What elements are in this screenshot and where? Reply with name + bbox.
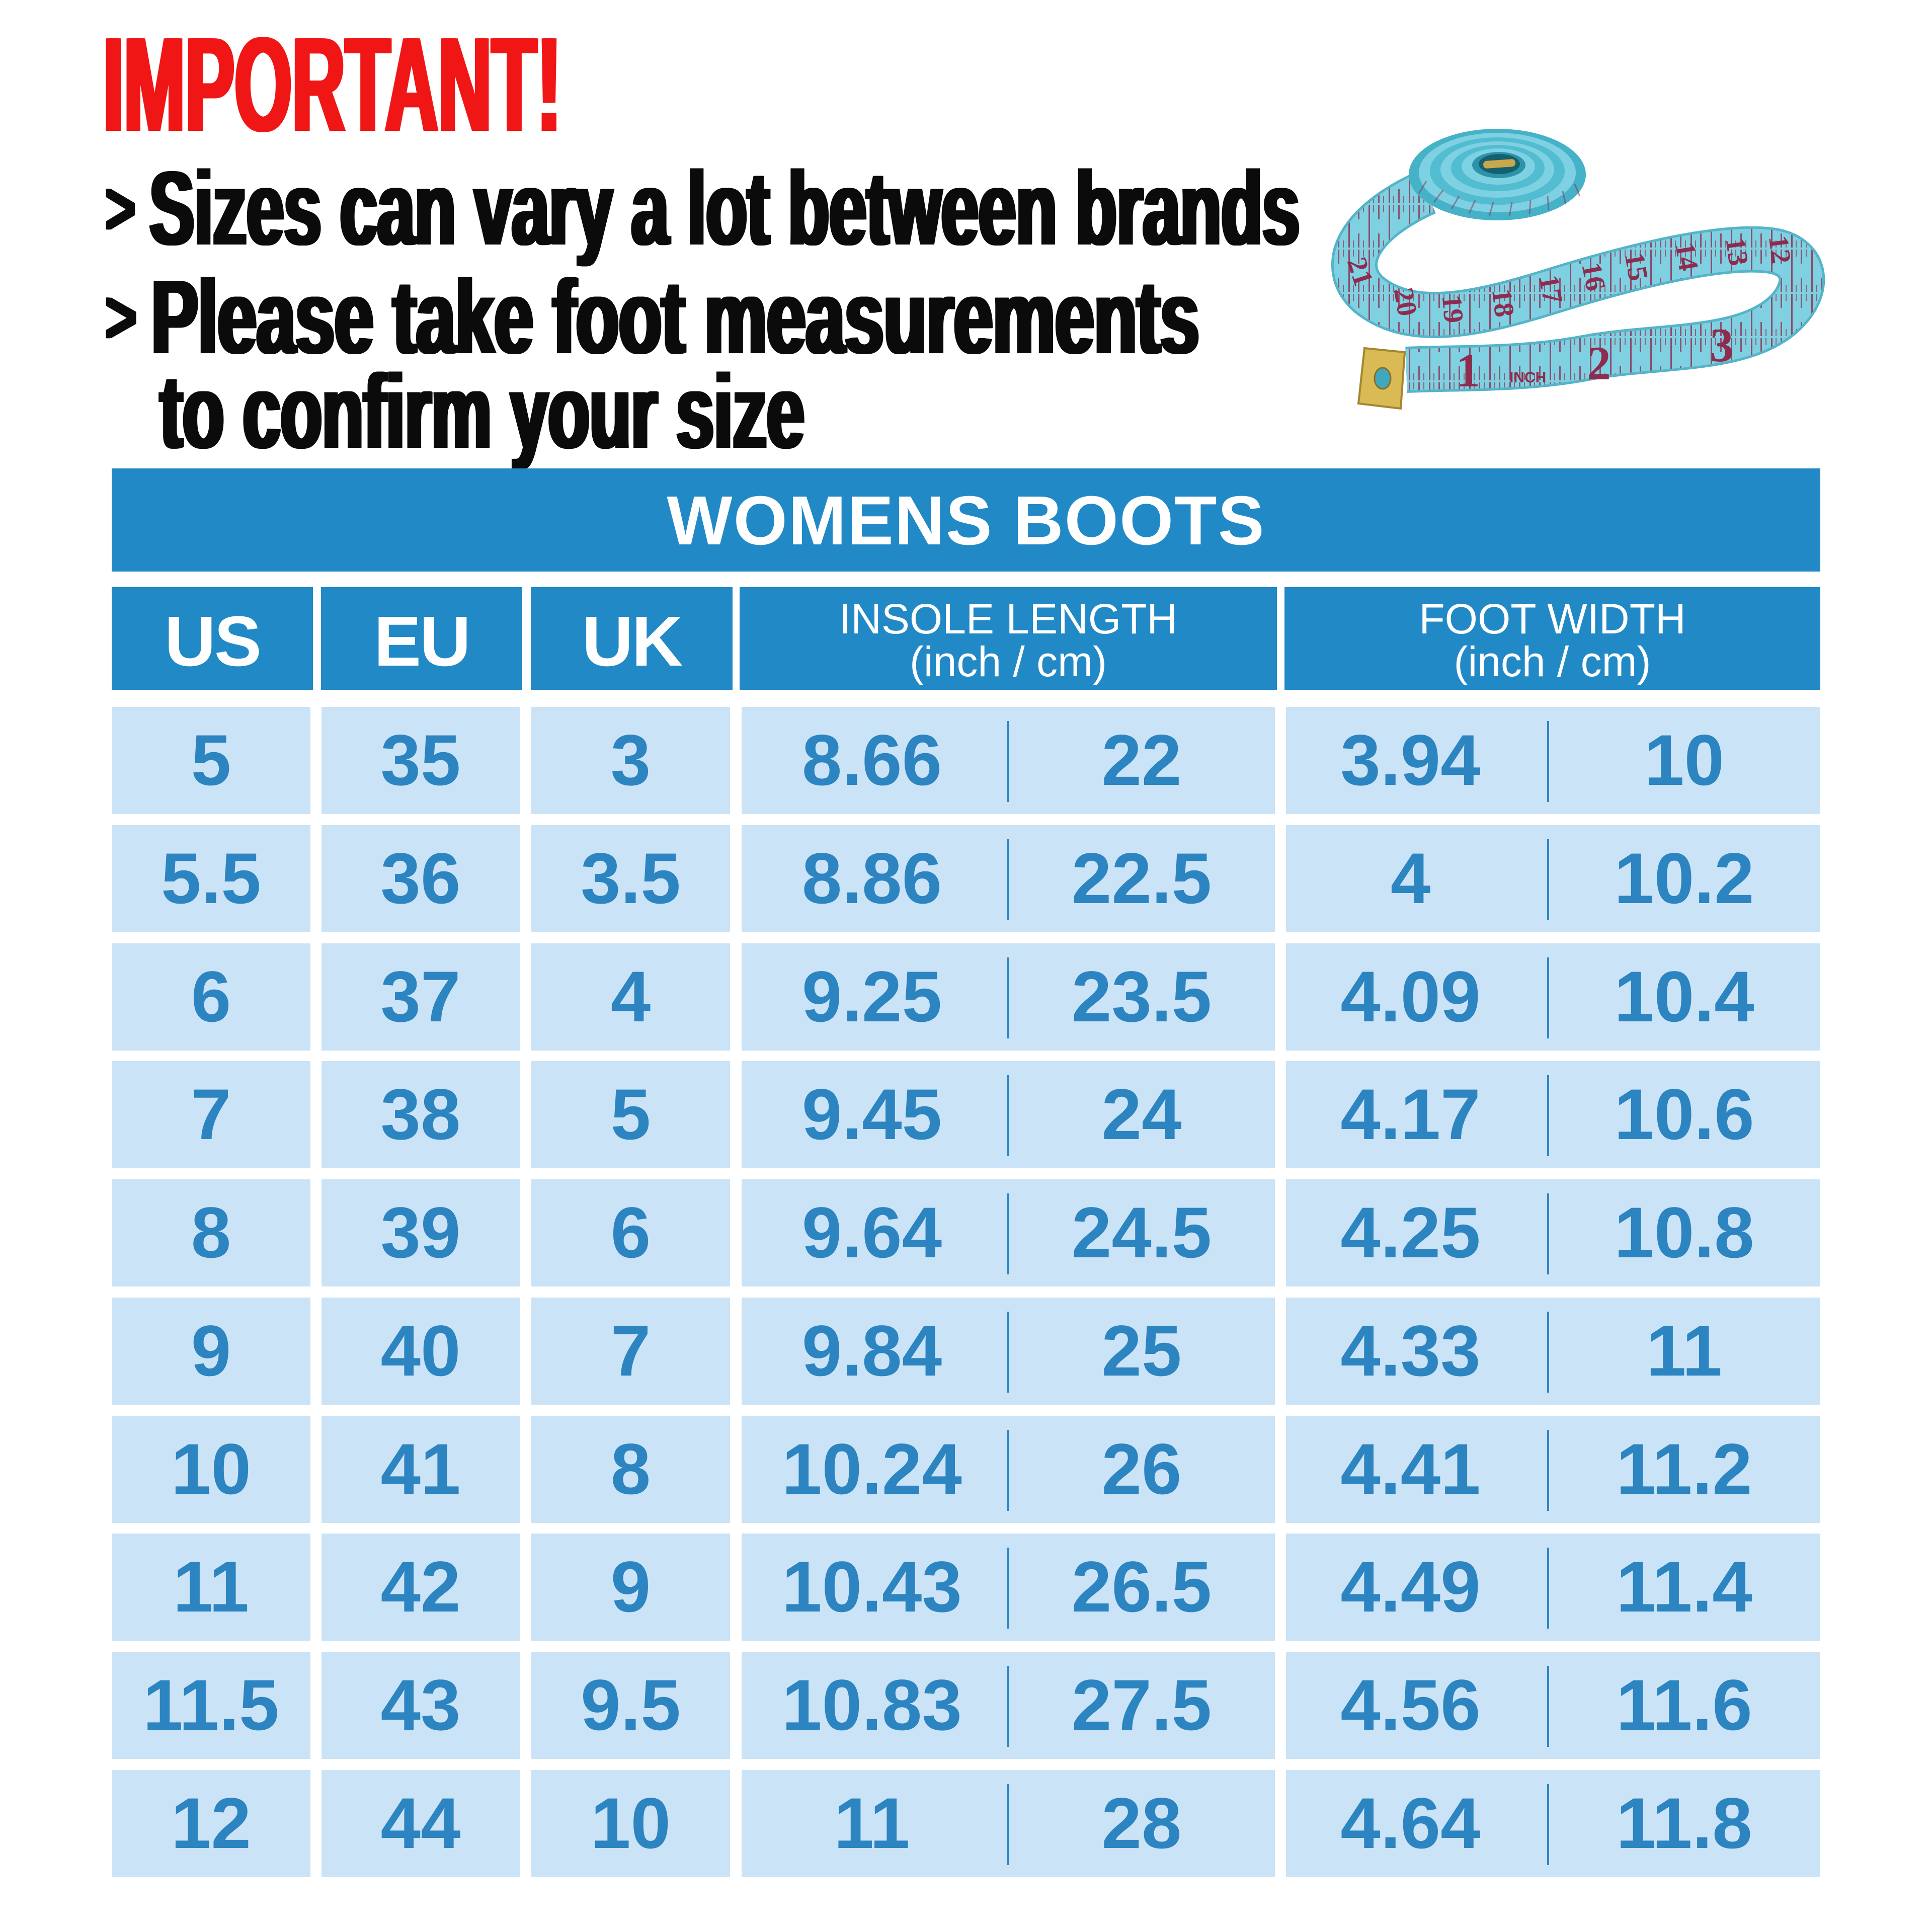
- svg-text:20: 20: [1388, 285, 1423, 318]
- svg-text:14: 14: [1669, 240, 1704, 273]
- svg-text:2: 2: [1587, 337, 1611, 390]
- svg-text:19: 19: [1436, 293, 1470, 324]
- svg-text:3: 3: [1710, 318, 1734, 372]
- svg-text:13: 13: [1719, 235, 1754, 268]
- svg-text:12: 12: [1762, 233, 1797, 265]
- svg-text:16: 16: [1575, 260, 1612, 294]
- svg-text:17: 17: [1533, 273, 1569, 306]
- svg-text:1: 1: [1456, 344, 1480, 397]
- svg-text:18: 18: [1486, 287, 1520, 318]
- svg-text:15: 15: [1619, 250, 1654, 283]
- svg-text:INCH: INCH: [1509, 369, 1546, 386]
